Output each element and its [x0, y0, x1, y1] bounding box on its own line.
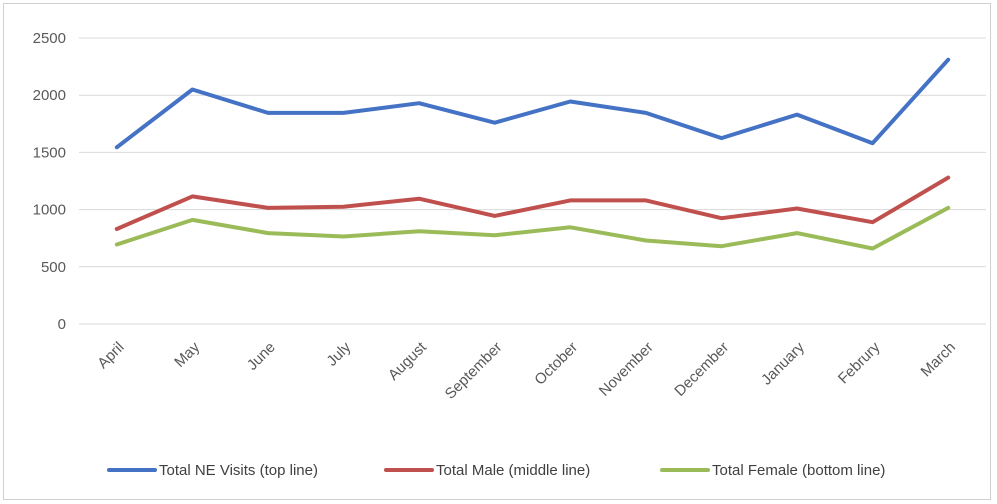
- line-chart: 0 500 1000 1500 2000 2500 April May June July Aug…: [33, 30, 986, 479]
- legend: Total NE Visits (top line) Total Male (mi…: [107, 462, 885, 479]
- x-axis-ticks: April May June July August September October No…: [94, 338, 959, 402]
- x-tick-label: October: [531, 339, 581, 389]
- legend-label: Total Female (bottom line): [712, 462, 885, 479]
- x-tick-label: December: [671, 339, 732, 400]
- series-line-2: [114, 175, 951, 231]
- series-lines: [114, 57, 951, 251]
- gridlines: [79, 37, 986, 325]
- x-tick-label: June: [244, 339, 279, 374]
- x-tick-label: March: [918, 339, 959, 380]
- x-tick-label: Februry: [835, 338, 884, 387]
- x-tick-label: August: [385, 338, 431, 384]
- x-tick-label: January: [758, 338, 808, 388]
- series-line-1: [114, 57, 951, 150]
- x-tick-label: September: [442, 339, 506, 403]
- y-tick-label: 1500: [33, 144, 66, 161]
- y-tick-label: 0: [58, 316, 66, 333]
- y-tick-label: 500: [41, 259, 66, 276]
- legend-label: Total NE Visits (top line): [159, 462, 318, 479]
- y-tick-label: 2000: [33, 87, 66, 104]
- y-tick-label: 2500: [33, 30, 66, 47]
- chart-area: 0 500 1000 1500 2000 2500 April May June July Aug…: [3, 3, 991, 500]
- x-tick-label: April: [94, 339, 127, 372]
- legend-label: Total Male (middle line): [436, 462, 590, 479]
- y-axis-ticks: 0 500 1000 1500 2000 2500: [33, 30, 66, 333]
- series-line-3: [114, 205, 951, 251]
- x-tick-label: November: [596, 339, 657, 400]
- x-tick-label: May: [171, 338, 203, 370]
- y-tick-label: 1000: [33, 202, 66, 219]
- x-tick-label: July: [323, 338, 354, 369]
